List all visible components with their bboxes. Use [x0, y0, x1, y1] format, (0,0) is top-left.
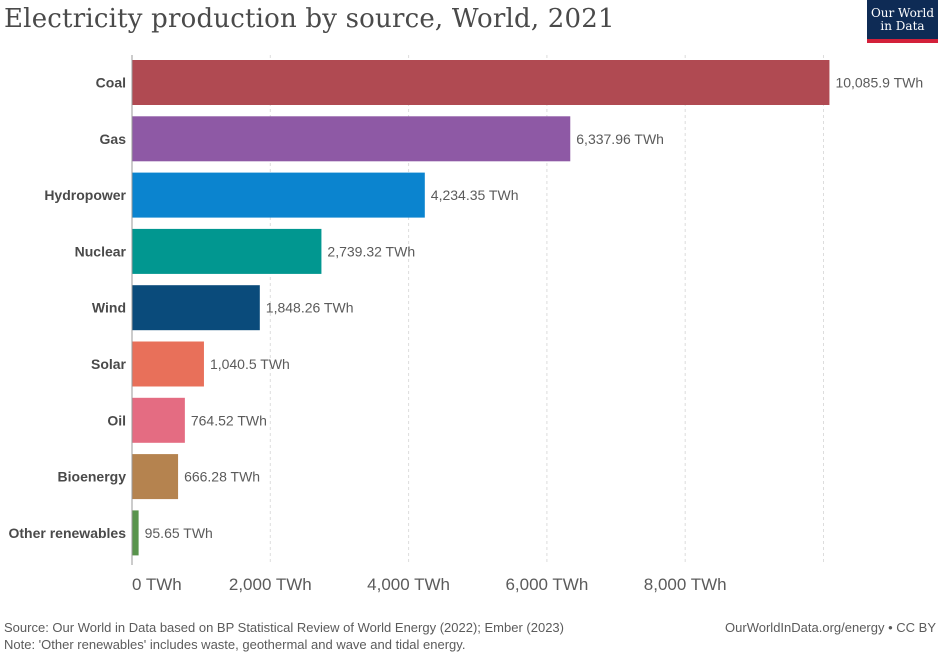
- x-tick-label: 2,000 TWh: [229, 575, 312, 594]
- value-label: 666.28 TWh: [184, 469, 260, 485]
- category-label: Nuclear: [75, 243, 127, 259]
- chart-title: Electricity production by source, World,…: [4, 4, 615, 34]
- category-label: Other renewables: [9, 525, 127, 541]
- owid-link[interactable]: OurWorldInData.org/energy • CC BY: [725, 620, 936, 635]
- logo-line-2: in Data: [880, 19, 925, 33]
- x-tick-label: 8,000 TWh: [644, 575, 727, 594]
- value-label: 10,085.9 TWh: [835, 75, 923, 91]
- bar[interactable]: [132, 60, 830, 105]
- value-label: 2,739.32 TWh: [327, 243, 415, 259]
- bar[interactable]: [132, 510, 139, 556]
- value-label: 1,040.5 TWh: [210, 356, 290, 372]
- bar[interactable]: [132, 341, 204, 387]
- category-label: Wind: [92, 300, 126, 316]
- category-label: Bioenergy: [58, 469, 127, 485]
- bar[interactable]: [132, 116, 571, 162]
- value-label: 95.65 TWh: [145, 525, 213, 541]
- category-label: Oil: [107, 412, 126, 428]
- footnote: Note: 'Other renewables' includes waste,…: [4, 637, 466, 652]
- logo-accent-bar: [867, 39, 938, 43]
- logo-line-1: Our World: [870, 6, 935, 20]
- bar[interactable]: [132, 454, 179, 500]
- category-label: Gas: [100, 131, 127, 147]
- bar[interactable]: [132, 172, 425, 218]
- bar[interactable]: [132, 397, 185, 443]
- value-label: 1,848.26 TWh: [266, 300, 354, 316]
- value-label: 764.52 TWh: [191, 412, 267, 428]
- category-label: Coal: [96, 75, 126, 91]
- value-label: 4,234.35 TWh: [431, 187, 519, 203]
- x-tick-label: 4,000 TWh: [367, 575, 450, 594]
- x-tick-label: 0 TWh: [132, 575, 182, 594]
- x-tick-label: 6,000 TWh: [505, 575, 588, 594]
- bar[interactable]: [132, 228, 322, 274]
- bar[interactable]: [132, 285, 260, 331]
- owid-logo[interactable]: Our World in Data: [867, 0, 938, 43]
- category-label: Solar: [91, 356, 127, 372]
- bar-chart: Coal 10,085.9 TWh Gas 6,337.96 TWh Hydropowe…: [9, 55, 923, 594]
- value-label: 6,337.96 TWh: [576, 131, 664, 147]
- category-label: Hydropower: [44, 187, 126, 203]
- source-note: Source: Our World in Data based on BP St…: [4, 620, 564, 635]
